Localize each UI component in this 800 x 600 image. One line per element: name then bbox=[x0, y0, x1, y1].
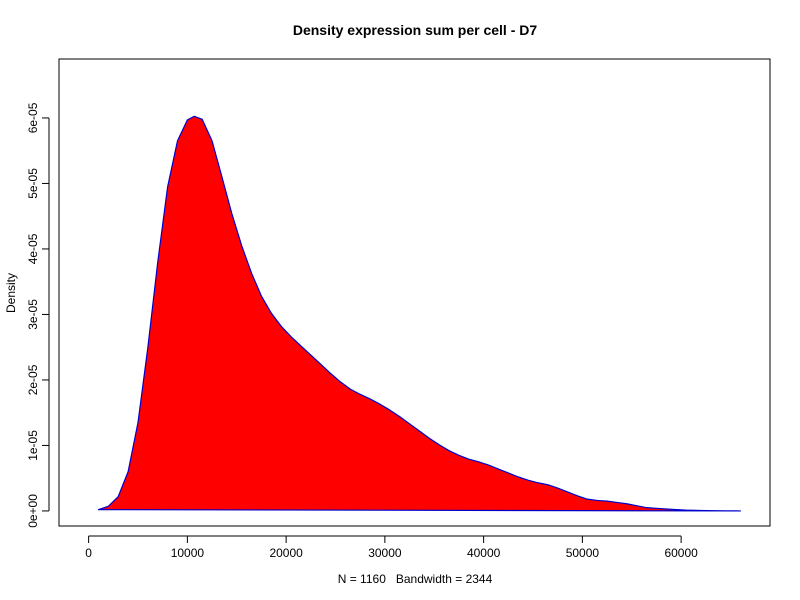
y-tick-label: 1e-05 bbox=[26, 430, 40, 461]
y-tick-label: 4e-05 bbox=[26, 233, 40, 264]
x-tick-label: 60000 bbox=[664, 546, 698, 560]
y-tick-label: 2e-05 bbox=[26, 364, 40, 395]
x-tick-label: 40000 bbox=[467, 546, 501, 560]
x-tick-label: 10000 bbox=[171, 546, 205, 560]
x-axis: 0 10000 20000 30000 40000 50000 60000 bbox=[85, 535, 698, 560]
x-tick-label: 0 bbox=[85, 546, 92, 560]
plot-frame bbox=[58, 58, 771, 527]
y-tick-label: 6e-05 bbox=[26, 102, 40, 133]
plot-area bbox=[97, 115, 741, 512]
x-axis-label: N = 1160 Bandwidth = 2344 bbox=[338, 572, 493, 586]
density-fill-area bbox=[98, 116, 741, 511]
x-tick-label: 20000 bbox=[269, 546, 303, 560]
x-tick-label: 50000 bbox=[566, 546, 600, 560]
density-curve-line bbox=[97, 115, 741, 512]
y-tick-label: 3e-05 bbox=[26, 299, 40, 330]
y-axis: 0e+00 1e-05 2e-05 3e-05 4e-05 5e-05 6e-05 bbox=[26, 102, 50, 528]
y-tick-label: 0e+00 bbox=[26, 494, 40, 528]
x-tick-label: 30000 bbox=[368, 546, 402, 560]
chart-title: Density expression sum per cell - D7 bbox=[293, 22, 538, 38]
y-axis-label: Density bbox=[4, 273, 18, 313]
y-tick-label: 5e-05 bbox=[26, 168, 40, 199]
